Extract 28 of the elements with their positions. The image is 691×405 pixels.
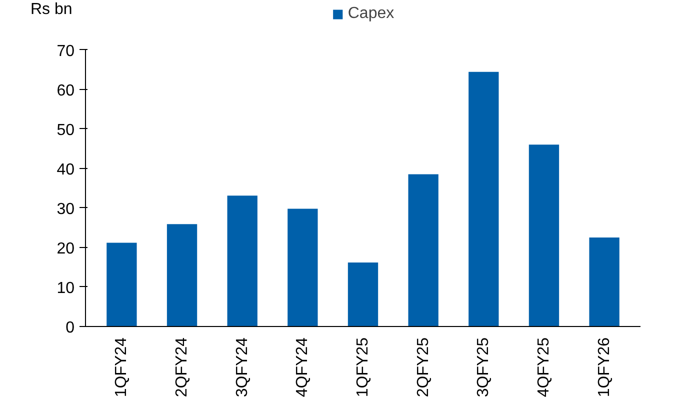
bar [589, 238, 620, 326]
bar [528, 144, 560, 326]
bar [106, 242, 137, 326]
y-tick-label: 0 [66, 320, 75, 336]
y-tick-label: 70 [56, 42, 75, 60]
y-tick-label: 30 [56, 200, 75, 218]
bar [408, 174, 438, 326]
x-tick-label: 1QFY26 [596, 337, 613, 398]
x-tick-label: 3QFY25 [475, 337, 492, 398]
x-tick-label: 1QFY25 [354, 337, 372, 398]
x-tick-label: 2QFY25 [414, 337, 432, 398]
y-tick-label: 10 [56, 280, 75, 297]
x-tick-label: 2QFY24 [174, 337, 191, 398]
x-tick-label: 4QFY24 [294, 337, 312, 398]
x-tick-label: 3QFY24 [234, 337, 251, 398]
bar [348, 262, 378, 326]
legend-label: Capex [348, 5, 394, 23]
y-tick-label: 60 [56, 82, 75, 100]
bar [227, 196, 258, 326]
bar [166, 224, 198, 326]
y-axis-title: Rs bn [30, 1, 72, 18]
bar [288, 208, 318, 326]
x-tick-label: 4QFY25 [535, 337, 552, 398]
x-tick-label: 1QFY24 [113, 337, 130, 398]
y-tick-label: 40 [56, 161, 75, 178]
bar [468, 72, 499, 326]
y-tick-label: 20 [56, 240, 75, 258]
y-tick-label: 50 [56, 122, 75, 139]
